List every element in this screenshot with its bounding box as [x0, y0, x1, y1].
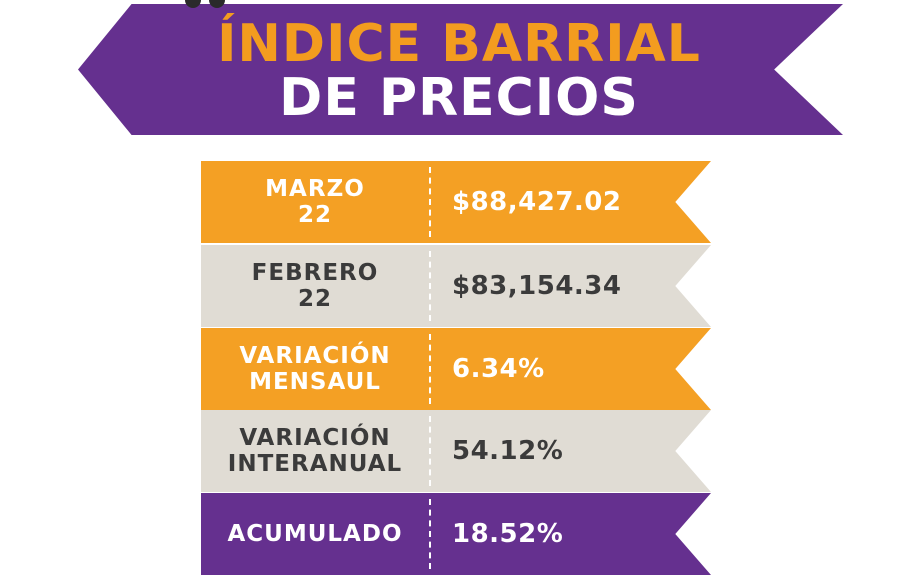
row-variacion-interanual: VARIACIÓN INTERANUAL 54.12% [201, 410, 711, 492]
row-value: 54.12% [452, 436, 564, 466]
row-label-line1: ACUMULADO [227, 521, 403, 547]
row-label-line1: FEBRERO [251, 260, 379, 286]
page-title: ÍNDICE BARRIAL [217, 14, 701, 74]
row-label-line2: 22 [297, 286, 332, 312]
row-label-line2: MENSAUL [249, 369, 381, 395]
row-value: $83,154.34 [452, 271, 622, 301]
row-label: MARZO 22 [201, 161, 429, 243]
row-label-line1: MARZO [265, 176, 365, 202]
row-label: VARIACIÓN INTERANUAL [201, 410, 429, 492]
row-acumulado: ACUMULADO 18.52% [201, 493, 711, 575]
row-divider [429, 167, 431, 237]
row-divider [429, 499, 431, 569]
row-febrero: FEBRERO 22 $83,154.34 [201, 245, 711, 327]
row-label-line2: 22 [297, 202, 332, 228]
row-value: 18.52% [452, 519, 564, 549]
row-divider [429, 334, 431, 404]
page-subtitle: DE PRECIOS [279, 68, 639, 128]
row-value: 6.34% [452, 354, 545, 384]
row-label: VARIACIÓN MENSAUL [201, 328, 429, 410]
decorative-dots-icon [183, 0, 235, 10]
row-label-line1: VARIACIÓN [239, 425, 391, 451]
header-banner [78, 4, 843, 135]
row-value: $88,427.02 [452, 187, 622, 217]
row-label: FEBRERO 22 [201, 245, 429, 327]
row-marzo: MARZO 22 $88,427.02 [201, 161, 711, 243]
row-divider [429, 251, 431, 321]
row-variacion-mensual: VARIACIÓN MENSAUL 6.34% [201, 328, 711, 410]
row-divider [429, 416, 431, 486]
row-label: ACUMULADO [201, 493, 429, 575]
row-label-line2: INTERANUAL [227, 451, 403, 477]
row-label-line1: VARIACIÓN [239, 343, 391, 369]
